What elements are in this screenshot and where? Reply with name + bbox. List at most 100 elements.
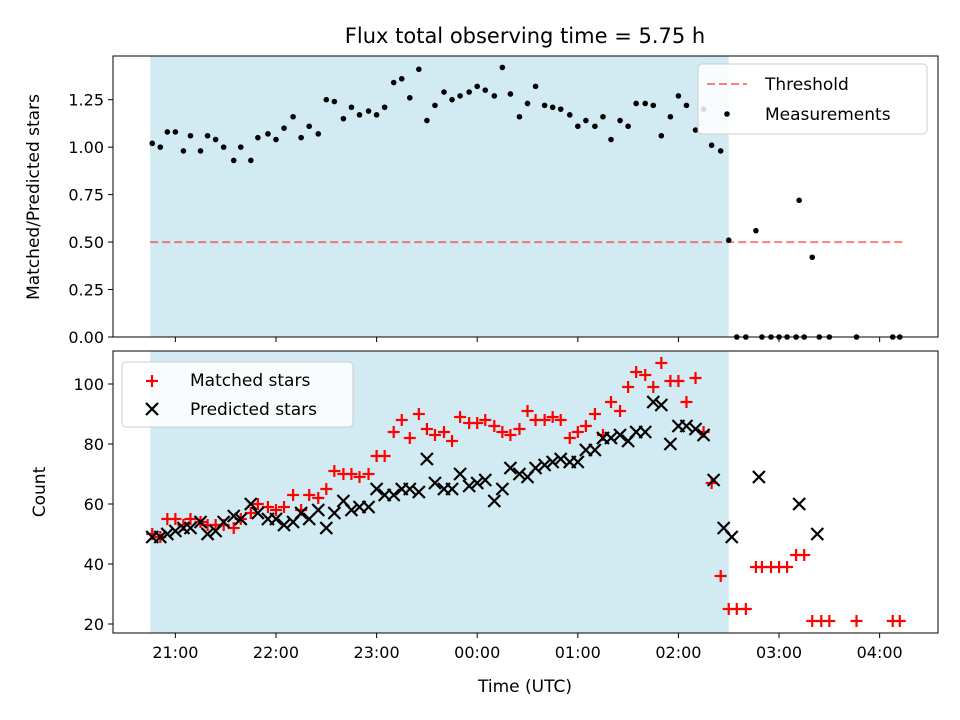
legend-matched-swatch xyxy=(146,375,158,387)
matched-stars-point xyxy=(345,468,358,480)
top-x-ticks xyxy=(174,337,881,342)
measurement-point xyxy=(441,89,447,95)
matched-stars-point xyxy=(387,426,400,438)
predicted-stars-point xyxy=(478,473,493,487)
predicted-stars-point xyxy=(327,506,342,520)
measurement-point xyxy=(549,104,556,111)
measurement-point xyxy=(566,112,573,118)
matched-stars-point xyxy=(479,414,492,426)
matched-stars-point xyxy=(488,420,501,432)
bottom-x-tick-label: 23:00 xyxy=(354,643,400,662)
measurement-point xyxy=(331,98,338,105)
measurement-point xyxy=(449,96,455,103)
predicted-stars-point xyxy=(724,530,739,544)
matched-stars-point xyxy=(781,561,794,573)
predicted-stars-point xyxy=(361,500,376,514)
matched-stars-point xyxy=(739,603,752,615)
matched-stars-point xyxy=(714,570,727,582)
predicted-stars-point xyxy=(269,512,283,526)
measurement-point xyxy=(516,113,523,120)
matched-stars-point xyxy=(850,615,863,627)
predicted-stars-point xyxy=(428,476,442,490)
predicted-stars-point xyxy=(251,506,265,520)
matched-stars-point xyxy=(496,426,509,438)
predicted-stars-point xyxy=(638,425,653,439)
measurement-point xyxy=(255,134,261,141)
matched-stars-point xyxy=(655,357,668,369)
predicted-stars-point xyxy=(453,467,467,481)
matched-stars-point xyxy=(588,408,601,420)
measurement-point xyxy=(381,104,388,111)
predicted-stars-point xyxy=(462,479,476,493)
predicted-stars-point xyxy=(696,428,711,442)
matched-stars-point xyxy=(244,507,257,519)
measurement-point xyxy=(482,87,489,93)
bottom-legend-box xyxy=(121,361,354,428)
matched-stars-point xyxy=(269,504,282,516)
measurement-point xyxy=(600,113,606,120)
measurement-point xyxy=(474,83,481,90)
predicted-stars-point xyxy=(277,518,291,532)
predicted-stars-point xyxy=(470,476,484,490)
predicted-stars-point xyxy=(226,509,241,523)
measurement-point xyxy=(633,100,639,107)
matched-stars-point xyxy=(251,498,264,510)
measurement-point xyxy=(796,197,802,204)
predicted-stars-point xyxy=(537,458,552,472)
measurement-point xyxy=(753,227,759,234)
measurement-point xyxy=(197,148,204,154)
measurement-point xyxy=(642,100,649,107)
matched-stars-point xyxy=(622,381,635,393)
measurement-point xyxy=(466,89,472,95)
measurement-point xyxy=(432,102,438,109)
measurement-point xyxy=(625,123,631,130)
matched-stars-point xyxy=(454,411,467,423)
matched-stars-point xyxy=(312,492,325,504)
bottom-y-ticks: 20 40 60 80 100 xyxy=(73,375,113,634)
matched-stars-point xyxy=(571,426,584,438)
measurement-point xyxy=(149,140,156,147)
legend-measurements-label: Measurements xyxy=(765,105,891,125)
measurement-point xyxy=(356,112,363,118)
predicted-stars-point xyxy=(344,503,359,517)
matched-stars-point xyxy=(412,408,425,420)
predicted-stars-point xyxy=(487,494,502,508)
bottom-x-tick-label: 22:00 xyxy=(253,643,299,662)
matched-stars-point xyxy=(353,471,366,483)
matched-stars-point xyxy=(689,372,702,384)
measurement-point xyxy=(557,106,564,112)
bottom-y-tick-label: 40 xyxy=(84,555,104,574)
measurement-point xyxy=(230,157,237,164)
measurement-point xyxy=(717,148,724,154)
measurement-point xyxy=(583,117,589,124)
predicted-stars-point xyxy=(193,515,208,529)
predicted-stars-point xyxy=(412,485,426,499)
top-shaded-observing-window xyxy=(150,56,729,337)
matched-stars-point xyxy=(320,483,333,495)
bottom-x-tick-label: 00:00 xyxy=(454,643,500,662)
bottom-x-tick-label: 03:00 xyxy=(756,643,802,662)
predicted-stars-point xyxy=(545,455,560,469)
matched-stars-point xyxy=(446,435,459,447)
bottom-x-tick-label: 04:00 xyxy=(857,643,903,662)
bottom-x-ticks: 21:00 22:00 23:00 00:00 01:00 02:00 03:00 04:00 xyxy=(152,633,903,662)
predicted-stars-point xyxy=(512,467,527,481)
predicted-stars-point xyxy=(200,527,215,541)
matched-stars-point xyxy=(362,468,375,480)
predicted-stars-point xyxy=(168,524,183,538)
measurement-point xyxy=(499,64,506,71)
predicted-stars-point xyxy=(369,482,384,496)
predicted-stars-point xyxy=(495,482,510,496)
measurement-point xyxy=(692,127,699,133)
measurement-point xyxy=(658,132,665,139)
matched-stars-point xyxy=(798,549,811,561)
measurement-point xyxy=(650,102,657,109)
measurement-point xyxy=(365,108,372,114)
predicted-stars-point xyxy=(663,437,678,451)
matched-stars-point xyxy=(823,615,836,627)
measurement-point xyxy=(348,104,355,111)
matched-stars-point xyxy=(328,465,341,477)
measurement-point xyxy=(592,123,598,130)
measurement-point xyxy=(212,136,219,143)
